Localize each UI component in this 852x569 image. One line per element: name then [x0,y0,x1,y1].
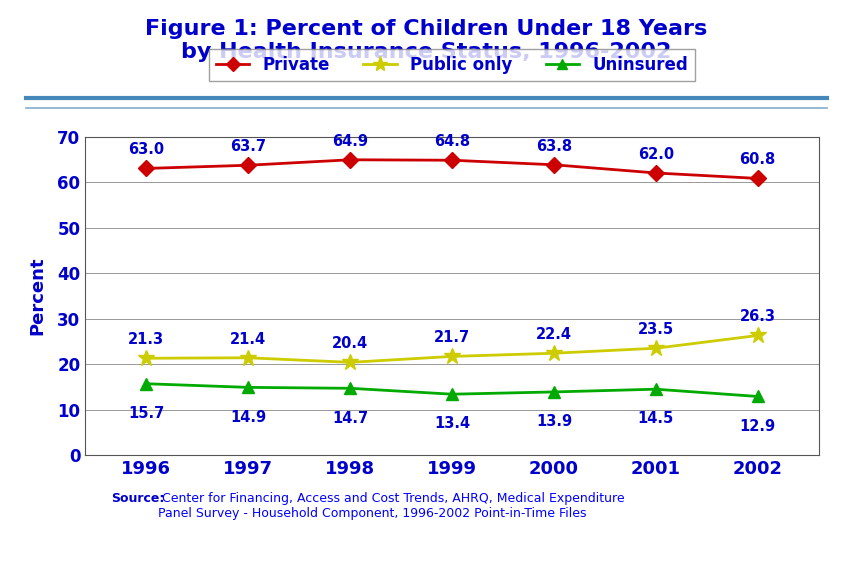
Text: 22.4: 22.4 [535,327,572,342]
Text: 14.9: 14.9 [230,410,266,424]
Text: 26.3: 26.3 [739,310,774,324]
Text: Center for Financing, Access and Cost Trends, AHRQ, Medical Expenditure
Panel Su: Center for Financing, Access and Cost Tr… [158,492,624,520]
Legend: Private, Public only, Uninsured: Private, Public only, Uninsured [209,50,694,81]
Text: 21.3: 21.3 [128,332,164,347]
Y-axis label: Percent: Percent [28,257,46,335]
Text: 62.0: 62.0 [637,147,673,162]
Text: 23.5: 23.5 [637,322,673,337]
Text: 63.7: 63.7 [230,139,266,154]
Text: Figure 1: Percent of Children Under 18 Years
by Health Insurance Status, 1996-20: Figure 1: Percent of Children Under 18 Y… [145,19,707,62]
Text: 14.5: 14.5 [637,411,673,426]
Text: 63.0: 63.0 [128,142,164,157]
Text: 21.7: 21.7 [434,331,469,345]
Text: 15.7: 15.7 [128,406,164,421]
Text: 13.9: 13.9 [535,414,572,429]
Text: 20.4: 20.4 [331,336,368,351]
Text: 21.4: 21.4 [230,332,266,347]
Text: 63.8: 63.8 [535,139,572,154]
Text: 13.4: 13.4 [434,417,469,431]
Text: 60.8: 60.8 [739,152,775,167]
Text: Source:: Source: [111,492,164,505]
Text: 12.9: 12.9 [739,419,775,434]
Text: 64.8: 64.8 [434,134,469,149]
Text: 64.9: 64.9 [331,134,368,149]
Text: 14.7: 14.7 [331,410,368,426]
